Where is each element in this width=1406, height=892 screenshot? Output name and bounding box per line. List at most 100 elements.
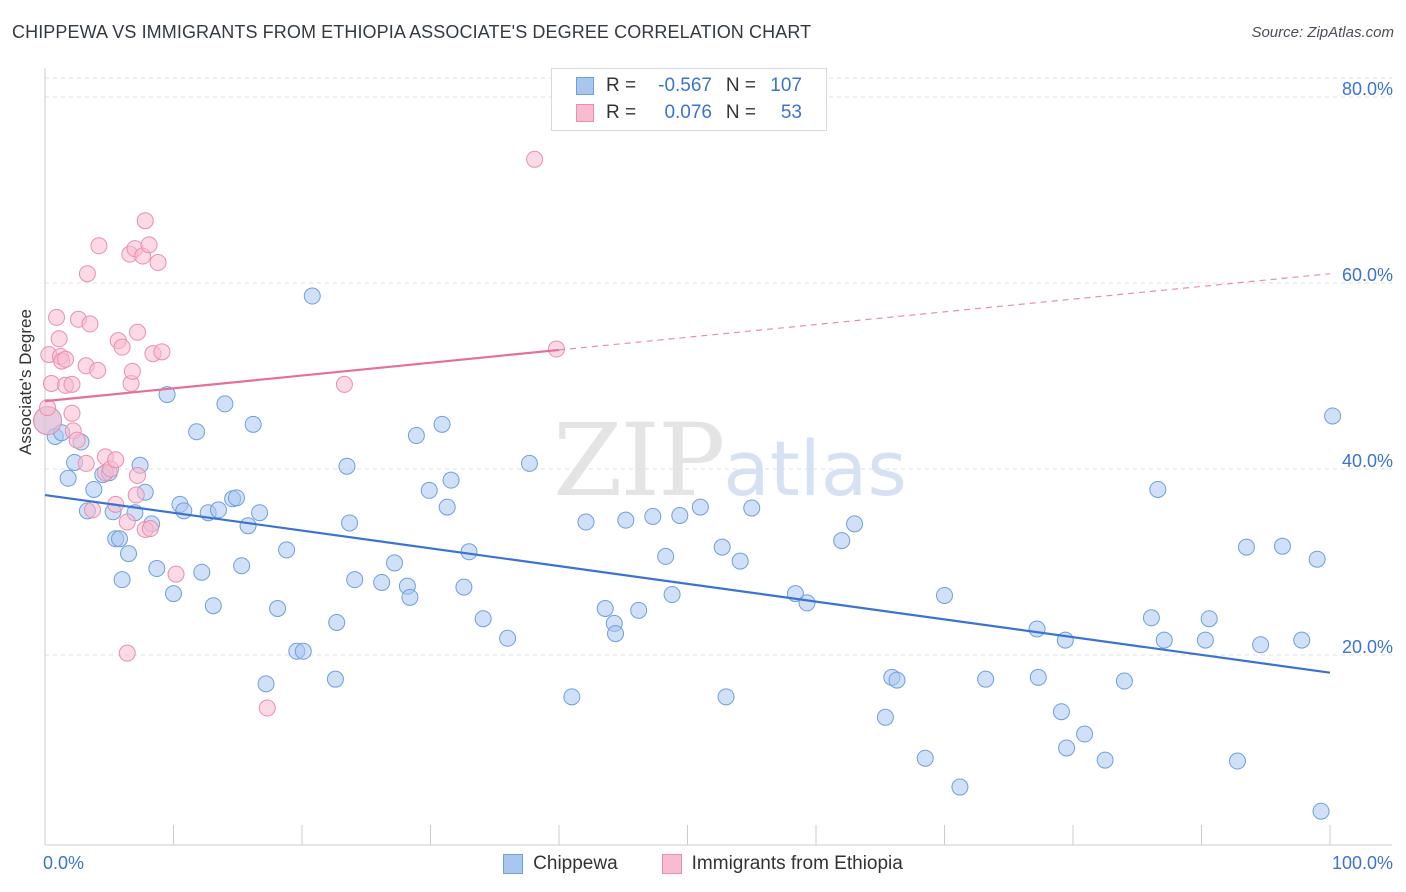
data-point-chippewa xyxy=(1312,802,1330,820)
data-point-chippewa xyxy=(731,552,749,570)
data-point-chippewa xyxy=(713,538,731,556)
data-point-chippewa xyxy=(846,515,864,533)
data-point-ethiopia xyxy=(136,212,154,230)
data-point-chippewa xyxy=(460,543,478,561)
data-point-chippewa xyxy=(278,541,296,559)
data-point-chippewa xyxy=(1200,610,1218,628)
data-point-chippewa xyxy=(401,588,419,606)
y-tick-label: 60.0% xyxy=(1342,265,1393,285)
data-point-chippewa xyxy=(438,498,456,516)
data-point-ethiopia xyxy=(118,644,136,662)
legend-swatch-ethiopia xyxy=(661,854,682,874)
legend-r-label: R = xyxy=(606,102,637,123)
data-point-ethiopia xyxy=(141,520,159,538)
data-point-chippewa xyxy=(1028,620,1046,638)
data-point-chippewa xyxy=(499,629,517,647)
data-point-chippewa xyxy=(328,613,346,631)
y-tick-label: 40.0% xyxy=(1342,451,1393,471)
x-tick-label: 100.0% xyxy=(1332,853,1393,873)
data-point-chippewa xyxy=(420,481,438,499)
data-point-chippewa xyxy=(148,560,166,578)
data-point-ethiopia xyxy=(129,323,147,341)
y-axis-label: Associate's Degree xyxy=(16,309,35,455)
data-point-ethiopia xyxy=(127,486,145,504)
data-point-ethiopia xyxy=(63,404,81,422)
legend-n-value: 107 xyxy=(770,75,802,96)
data-point-chippewa xyxy=(433,415,451,433)
data-point-chippewa xyxy=(977,670,995,688)
data-point-chippewa xyxy=(158,386,176,404)
data-point-chippewa xyxy=(876,708,894,726)
data-point-ethiopia xyxy=(258,699,276,717)
data-point-chippewa xyxy=(1096,751,1114,769)
data-point-ethiopia xyxy=(129,467,147,485)
data-point-chippewa xyxy=(233,557,251,575)
legend-label-ethiopia: Immigrants from Ethiopia xyxy=(691,853,903,874)
data-point-ethiopia xyxy=(48,308,66,326)
data-point-chippewa xyxy=(1029,668,1047,686)
data-point-chippewa xyxy=(269,600,287,617)
series-legend: Chippewa Immigrants from Ethiopia xyxy=(0,852,1406,876)
data-point-chippewa xyxy=(193,563,211,581)
legend-r-value: 0.076 xyxy=(664,102,712,123)
data-point-chippewa xyxy=(1196,631,1214,649)
data-point-chippewa xyxy=(113,571,131,589)
data-point-chippewa xyxy=(111,530,129,548)
data-point-chippewa xyxy=(1155,631,1173,649)
legend-r-value: -0.567 xyxy=(658,75,712,96)
data-point-chippewa xyxy=(1076,725,1094,743)
data-point-chippewa xyxy=(1115,672,1133,690)
data-point-ethiopia xyxy=(167,565,185,583)
data-point-chippewa xyxy=(1228,752,1246,770)
data-point-chippewa xyxy=(1142,609,1160,627)
legend-r-label: R = xyxy=(606,75,637,96)
data-point-chippewa xyxy=(338,457,356,475)
data-point-chippewa xyxy=(59,469,77,487)
data-point-chippewa xyxy=(165,585,182,603)
data-point-chippewa xyxy=(644,507,662,525)
data-point-chippewa xyxy=(373,573,391,591)
data-point-chippewa xyxy=(455,578,473,596)
data-point-ethiopia xyxy=(526,150,544,168)
data-point-ethiopia xyxy=(149,254,167,272)
data-point-ethiopia xyxy=(63,375,81,393)
source-label: Source: ZipAtlas.com xyxy=(1251,24,1394,41)
data-point-chippewa xyxy=(607,625,625,643)
legend-row-chippewa: R = -0.567 N = 107 xyxy=(576,73,802,99)
data-point-chippewa xyxy=(1237,538,1255,556)
data-point-chippewa xyxy=(630,601,648,619)
data-point-ethiopia xyxy=(50,330,68,348)
data-point-chippewa xyxy=(1293,631,1311,649)
trend-line-ethiopia xyxy=(44,348,560,403)
data-point-ethiopia xyxy=(118,513,136,531)
data-point-chippewa xyxy=(563,688,581,706)
data-point-chippewa xyxy=(798,594,816,612)
data-point-chippewa xyxy=(407,427,425,445)
data-point-ethiopia xyxy=(335,375,353,393)
data-point-chippewa xyxy=(951,778,969,796)
legend-swatch-chippewa xyxy=(576,77,594,95)
data-point-chippewa xyxy=(520,454,538,472)
data-point-chippewa xyxy=(1273,537,1291,555)
legend-swatch-ethiopia xyxy=(576,104,594,122)
legend-n-label: N = xyxy=(725,102,756,123)
legend-item-chippewa[interactable]: Chippewa xyxy=(503,853,618,875)
x-tick-label: 0.0% xyxy=(43,853,84,873)
legend-row-ethiopia: R = 0.076 N = 53 xyxy=(576,100,802,126)
data-point-chippewa xyxy=(474,610,492,628)
data-point-ethiopia xyxy=(39,399,57,417)
data-point-ethiopia xyxy=(77,454,95,472)
data-point-chippewa xyxy=(244,415,262,433)
data-point-ethiopia xyxy=(153,343,171,361)
data-point-chippewa xyxy=(1252,636,1270,654)
data-point-chippewa xyxy=(1052,703,1070,721)
data-point-ethiopia xyxy=(81,315,99,333)
chart-title: CHIPPEWA VS IMMIGRANTS FROM ETHIOPIA ASS… xyxy=(12,22,812,42)
y-tick-label: 80.0% xyxy=(1342,79,1393,99)
watermark: ZIPatlas xyxy=(553,402,907,519)
legend-n-label: N = xyxy=(725,75,756,96)
stats-legend: R = -0.567 N = 107 R = 0.076 N = 53 xyxy=(551,68,827,131)
legend-item-ethiopia[interactable]: Immigrants from Ethiopia xyxy=(661,853,903,875)
trend-line-chippewa xyxy=(44,493,1331,674)
